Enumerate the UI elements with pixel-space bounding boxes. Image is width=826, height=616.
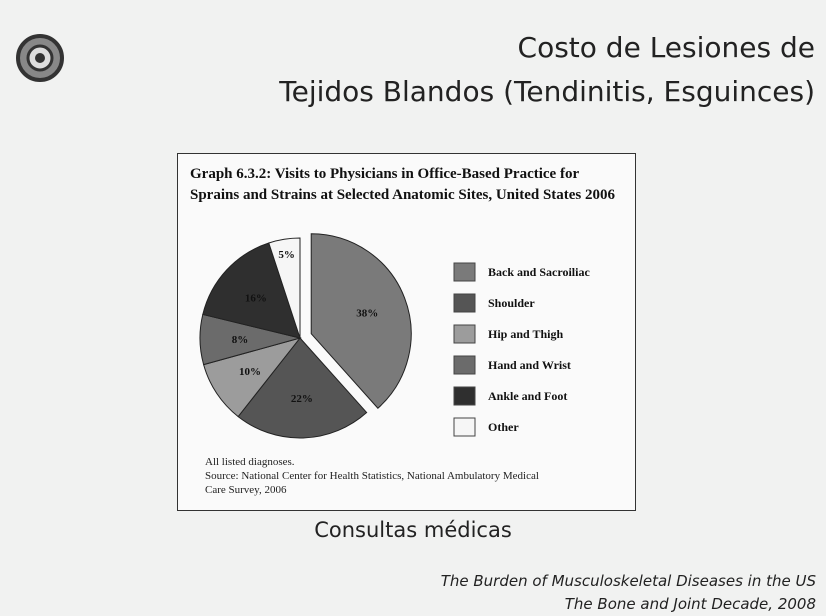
footnote: All listed diagnoses. Source: National C… bbox=[205, 455, 555, 497]
legend-swatch bbox=[453, 324, 476, 344]
caption: Consultas médicas bbox=[314, 518, 512, 542]
legend-swatch bbox=[453, 355, 476, 375]
slice-label: 5% bbox=[278, 249, 295, 261]
source: Source: National Center for Health Stati… bbox=[205, 470, 539, 496]
slice-label: 38% bbox=[356, 307, 378, 319]
chart: 38% 22% 10% 8% 16% 5% Back and Sacroiliac Shoul… bbox=[199, 233, 590, 439]
slice-label: 22% bbox=[291, 393, 313, 405]
legend-label: Other bbox=[488, 420, 519, 434]
citation: The Bone and Joint Decade, 2008 bbox=[564, 595, 816, 613]
slice-label: 10% bbox=[239, 366, 261, 378]
pie-slice bbox=[202, 242, 301, 339]
note: All listed diagnoses. bbox=[205, 456, 295, 468]
slide-title: Tejidos Blandos (Tendinitis, Esguinces) bbox=[279, 75, 815, 108]
slice-label: 16% bbox=[245, 292, 267, 304]
pie-slice bbox=[237, 337, 368, 439]
chart-title: Graph 6.3.2: Visits to Physicians in Off… bbox=[190, 166, 616, 203]
legend-label: Ankle and Foot bbox=[488, 389, 567, 403]
legend-swatch bbox=[453, 293, 476, 313]
chart-box: Graph 6.3.2: Visits to Physicians in Off… bbox=[177, 153, 636, 511]
legend-label: Back and Sacroiliac bbox=[488, 265, 590, 279]
slide-title: Costo de Lesiones de bbox=[517, 31, 815, 64]
pie-slice bbox=[310, 233, 412, 409]
legend-label: Hand and Wrist bbox=[488, 358, 571, 372]
logo bbox=[16, 34, 64, 82]
legend-label: Hip and Thigh bbox=[488, 327, 563, 341]
slice-label: 8% bbox=[232, 334, 249, 346]
citation: The Burden of Musculoskeletal Diseases i… bbox=[440, 572, 816, 590]
pie-slice bbox=[268, 237, 301, 339]
legend-swatch bbox=[453, 417, 476, 437]
legend-swatch bbox=[453, 386, 476, 406]
legend-label: Shoulder bbox=[488, 296, 535, 310]
legend-swatch bbox=[453, 262, 476, 282]
